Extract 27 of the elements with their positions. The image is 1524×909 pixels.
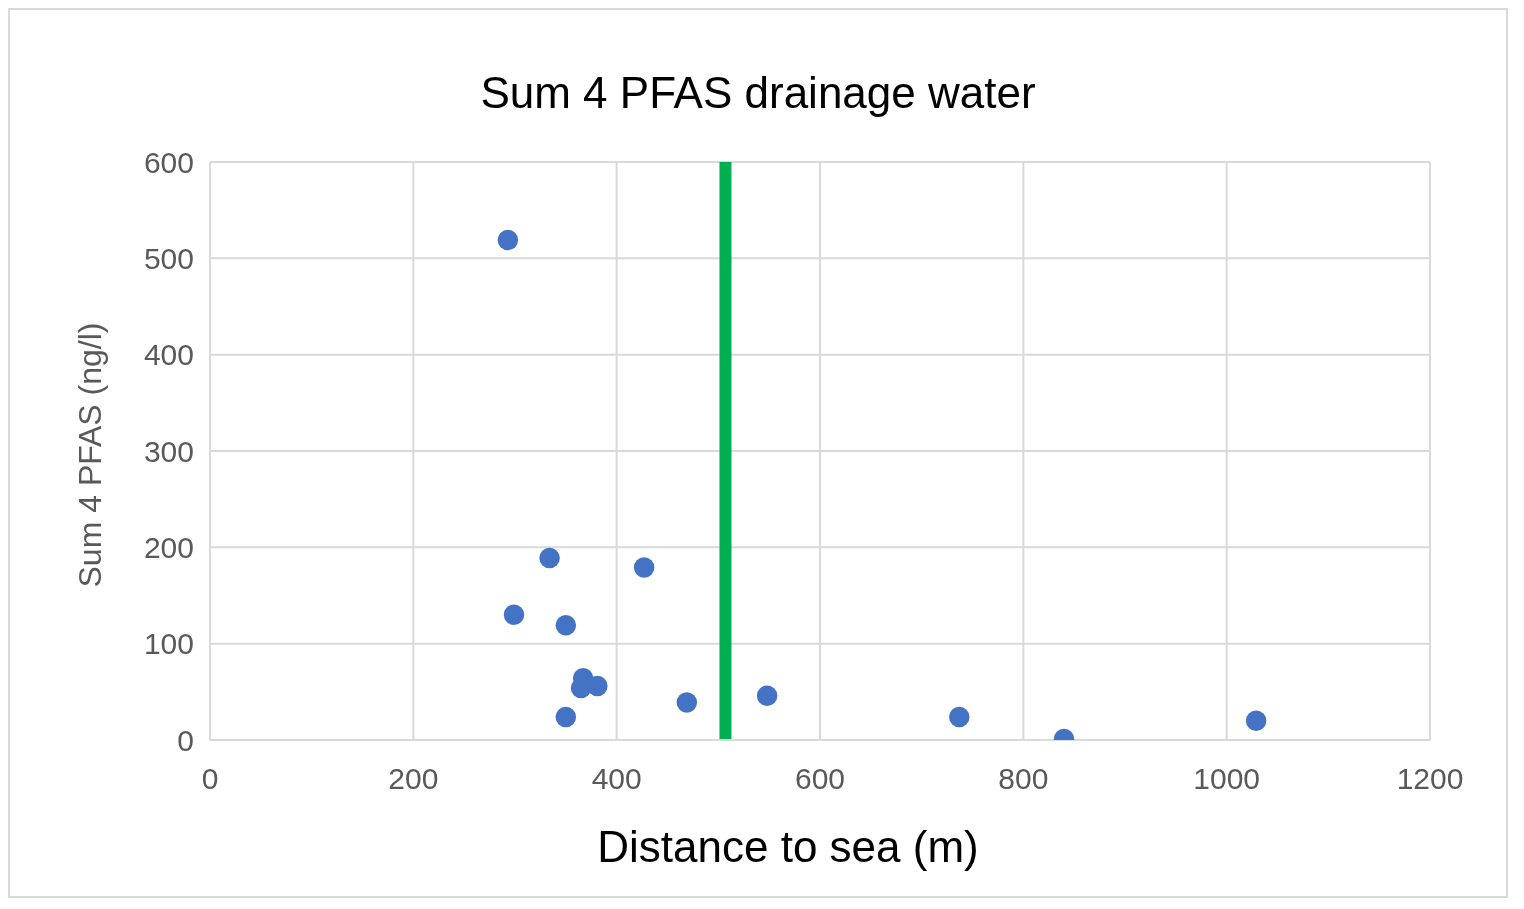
point (756, 685, 778, 706)
y-tick-label: 200 (143, 530, 194, 564)
x-axis-title: Distance to sea (m) (596, 822, 980, 872)
y-tick-label: 600 (143, 145, 194, 179)
y-axis-title: Sum 4 PFAS (ng/l) (71, 322, 109, 588)
point (633, 557, 655, 578)
point (555, 706, 577, 728)
x-tick-label: 1200 (1396, 762, 1464, 796)
x-tick-label: 0 (201, 762, 219, 796)
y-tick-label: 300 (143, 434, 194, 468)
y-tick-label: 400 (143, 338, 194, 372)
point (497, 229, 519, 251)
x-tick-label: 200 (388, 762, 439, 796)
x-tick-label: 400 (591, 762, 642, 796)
y-tick-label: 0 (177, 723, 194, 757)
x-tick-label: 1000 (1193, 762, 1261, 796)
y-tick-label: 100 (143, 627, 194, 661)
x-tick-label: 800 (998, 762, 1049, 796)
point (539, 547, 560, 569)
point (1245, 710, 1267, 731)
point (503, 604, 525, 625)
point (676, 692, 698, 713)
point (555, 615, 577, 636)
point (949, 706, 970, 728)
y-tick-label: 500 (143, 241, 194, 275)
chart-title: Sum 4 PFAS drainage water (479, 68, 1037, 118)
x-tick-label: 600 (794, 762, 846, 796)
